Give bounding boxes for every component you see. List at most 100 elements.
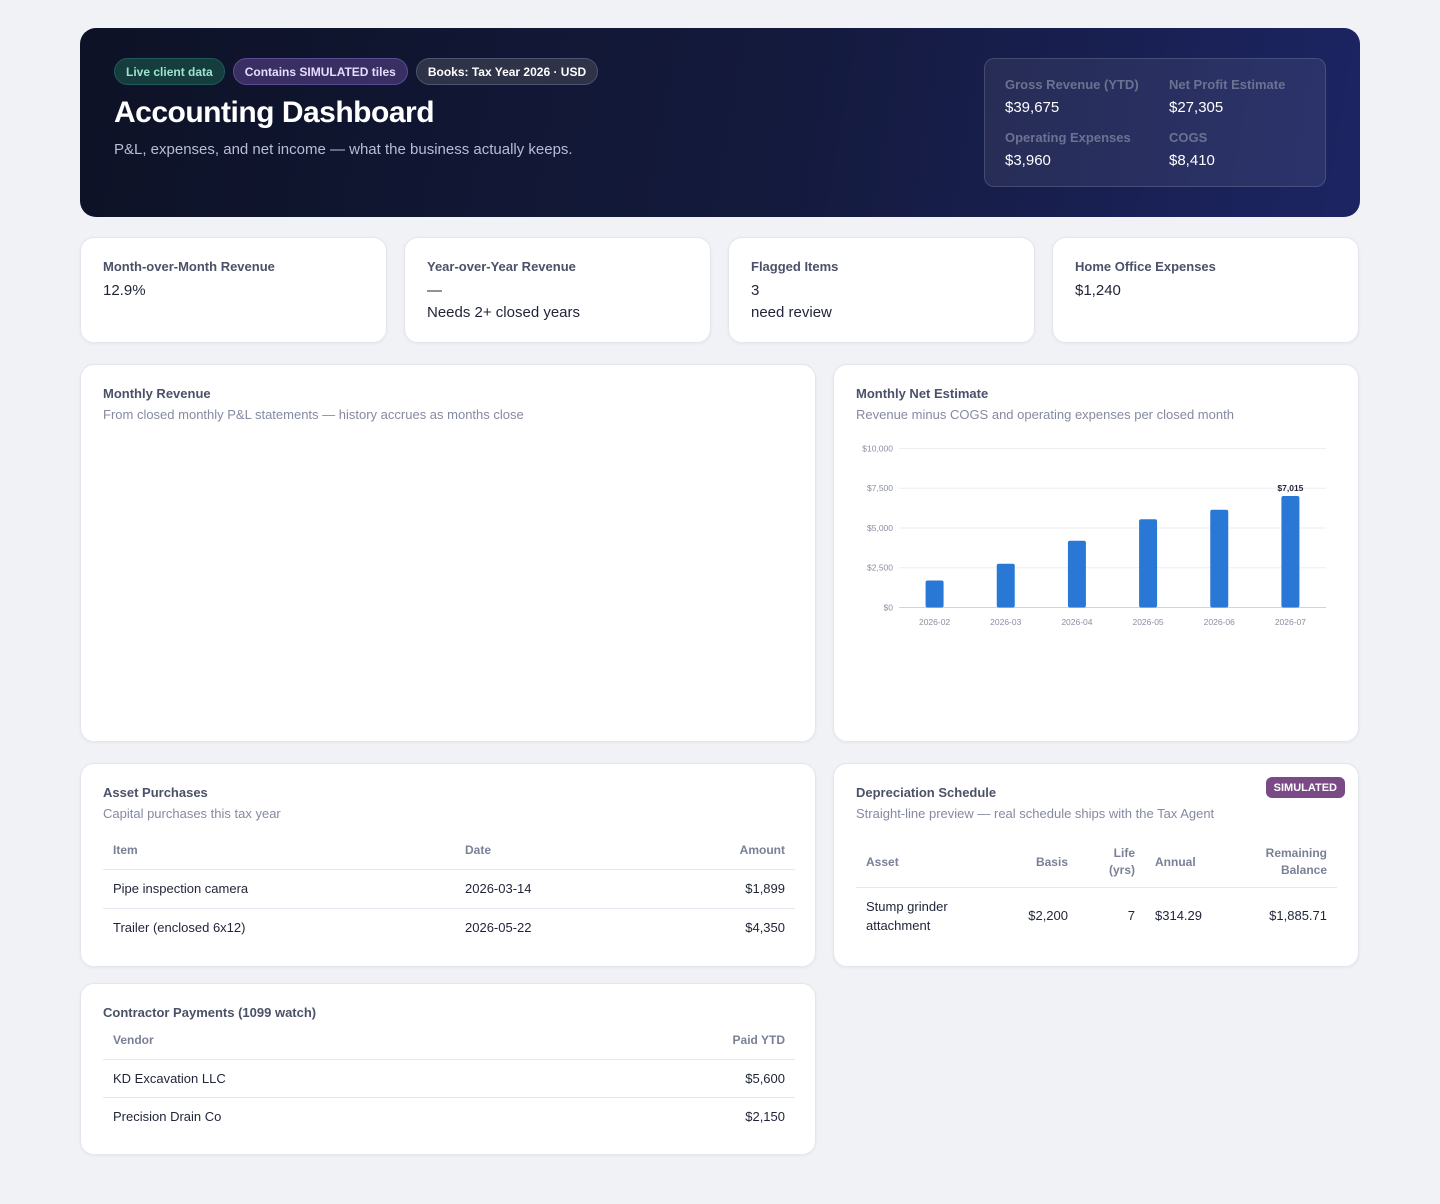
kpi-label: Year-over-Year Revenue [427,259,576,274]
asset-date: 2026-03-14 [455,868,649,908]
asset-amount: $4,350 [648,907,795,947]
summary-value: $27,305 [1169,99,1224,116]
column-header-item: Item [113,843,138,858]
card-title: Monthly Revenue [103,386,211,401]
kpi-card-flagged-items: Flagged Items 3 need review [728,237,1035,343]
kpi-card-yoy-revenue: Year-over-Year Revenue — Needs 2+ closed… [404,237,711,343]
bar [1210,509,1229,608]
header-badges: Live client data Contains SIMULATED tile… [114,58,599,85]
contractor-paid: $2,150 [550,1096,795,1135]
kpi-label: Month-over-Month Revenue [103,259,275,274]
data-label: $7,015 [1277,483,1303,493]
kpi-label: Flagged Items [751,259,839,274]
column-header-basis: Basis [1035,854,1068,869]
column-header-life: Life (yrs) [1108,845,1135,877]
card-subtitle: Revenue minus COGS and operating expense… [856,407,1234,422]
summary-value: $39,675 [1005,99,1060,116]
card-subtitle: Straight-line preview — real schedule sh… [856,806,1215,821]
summary-label: Net Profit Estimate [1169,77,1286,92]
kpi-value: 3 [751,282,760,299]
summary-value: $8,410 [1169,152,1215,169]
monthly-net-card: Monthly Net Estimate Revenue minus COGS … [833,364,1359,742]
card-title: Asset Purchases [103,785,208,800]
x-tick-label: 2026-03 [990,617,1021,627]
kpi-card-home-office: Home Office Expenses $1,240 [1052,237,1359,343]
asset-item: Pipe inspection camera [103,868,455,908]
summary-net-profit: Net Profit Estimate $27,305 [1169,77,1285,116]
bar [1139,519,1158,608]
column-header-paid-ytd: Paid YTD [732,1033,785,1048]
x-tick-label: 2026-06 [1204,617,1235,627]
contractor-payments-table: Vendor Paid YTD KD Excavation LLC $5,600… [103,1022,795,1135]
kpi-subtext: need review [751,304,832,321]
column-header-remaining-balance: Remaining Balance [1265,845,1327,877]
card-subtitle: Capital purchases this tax year [103,806,281,821]
card-subtitle: From closed monthly P&L statements — his… [103,407,524,422]
monthly-net-chart: $0 $2,500 $5,000 $7,500 $10,000 2026-02 2026-0… [862,443,1326,627]
kpi-card-mom-revenue: Month-over-Month Revenue 12.9% [80,237,387,343]
y-tick-label: $5,000 [867,523,893,533]
summary-value: $3,960 [1005,152,1051,169]
kpi-value: 12.9% [103,282,146,299]
y-tick-label: $2,500 [867,563,893,573]
bar [1067,540,1086,608]
simulated-badge: SIMULATED [1265,777,1345,798]
contractor-vendor: KD Excavation LLC [103,1058,551,1097]
depreciation-annual: $314.29 [1145,886,1223,944]
column-header-asset: Asset [866,854,899,869]
column-header-vendor: Vendor [113,1033,154,1048]
depreciation-basis: $2,200 [988,886,1078,944]
page-subtitle: P&L, expenses, and net income — what the… [114,141,573,158]
depreciation-remaining: $1,885.71 [1223,886,1337,944]
contractor-payments-card: Contractor Payments (1099 watch) Vendor … [80,983,816,1155]
y-tick-label: $10,000 [862,443,893,453]
x-tick-label: 2026-07 [1275,617,1306,627]
bar [996,563,1015,608]
summary-cogs: COGS $8,410 [1169,130,1215,169]
x-tick-label: 2026-04 [1061,617,1092,627]
depreciation-schedule-card: Depreciation Schedule Straight-line prev… [833,763,1359,967]
summary-label: COGS [1169,130,1208,145]
x-tick-label: 2026-05 [1132,617,1163,627]
contractor-paid: $5,600 [550,1058,795,1097]
simulated-tiles-badge: Contains SIMULATED tiles [232,58,408,85]
summary-gross-revenue: Gross Revenue (YTD) $39,675 [1005,77,1139,116]
depreciation-life: 7 [1078,886,1145,944]
asset-purchases-card: Asset Purchases Capital purchases this t… [80,763,816,967]
page-title: Accounting Dashboard [114,96,435,129]
column-header-date: Date [465,843,492,858]
card-title: Contractor Payments (1099 watch) [103,1005,317,1020]
y-tick-label: $0 [884,602,894,612]
monthly-revenue-chart: $0$2,500$5,000$7,500$10,0002026-022026-0… [81,365,817,743]
asset-date: 2026-05-22 [455,907,649,947]
depreciation-table: Asset Basis Life (yrs) Annual Remaining … [856,837,1337,944]
card-title: Depreciation Schedule [856,785,997,800]
summary-label: Gross Revenue (YTD) [1005,77,1139,92]
dashboard-header: Live client data Contains SIMULATED tile… [80,28,1360,217]
kpi-label: Home Office Expenses [1075,259,1216,274]
table-row: Stump grinder attachment $2,200 7 $314.2… [856,886,1337,944]
table-header-row: Item Date Amount [103,832,795,869]
table-header-row: Vendor Paid YTD [103,1022,795,1059]
monthly-revenue-card: Monthly Revenue From closed monthly P&L … [80,364,816,742]
asset-amount: $1,899 [648,868,795,908]
books-badge: Books: Tax Year 2026 · USD [415,58,599,85]
x-tick-label: 2026-02 [919,617,950,627]
column-header-amount: Amount [739,843,785,858]
kpi-subtext: Needs 2+ closed years [427,304,581,321]
summary-label: Operating Expenses [1005,130,1131,145]
live-data-badge: Live client data [114,58,225,85]
asset-purchases-table: Item Date Amount Pipe inspection camera … [103,832,795,947]
depreciation-asset: Stump grinder attachment [856,886,988,944]
summary-panel: Gross Revenue (YTD) $39,675 Net Profit E… [984,58,1326,187]
table-row: Precision Drain Co $2,150 [103,1096,795,1135]
table-row: KD Excavation LLC $5,600 [103,1058,795,1097]
card-title: Monthly Net Estimate [856,386,989,401]
y-tick-label: $7,500 [867,483,893,493]
bar [925,580,944,608]
table-header-row: Asset Basis Life (yrs) Annual Remaining … [856,837,1337,887]
kpi-value: — [427,282,442,299]
column-header-annual: Annual [1155,854,1196,869]
kpi-value: $1,240 [1075,282,1121,299]
asset-item: Trailer (enclosed 6x12) [103,907,455,947]
